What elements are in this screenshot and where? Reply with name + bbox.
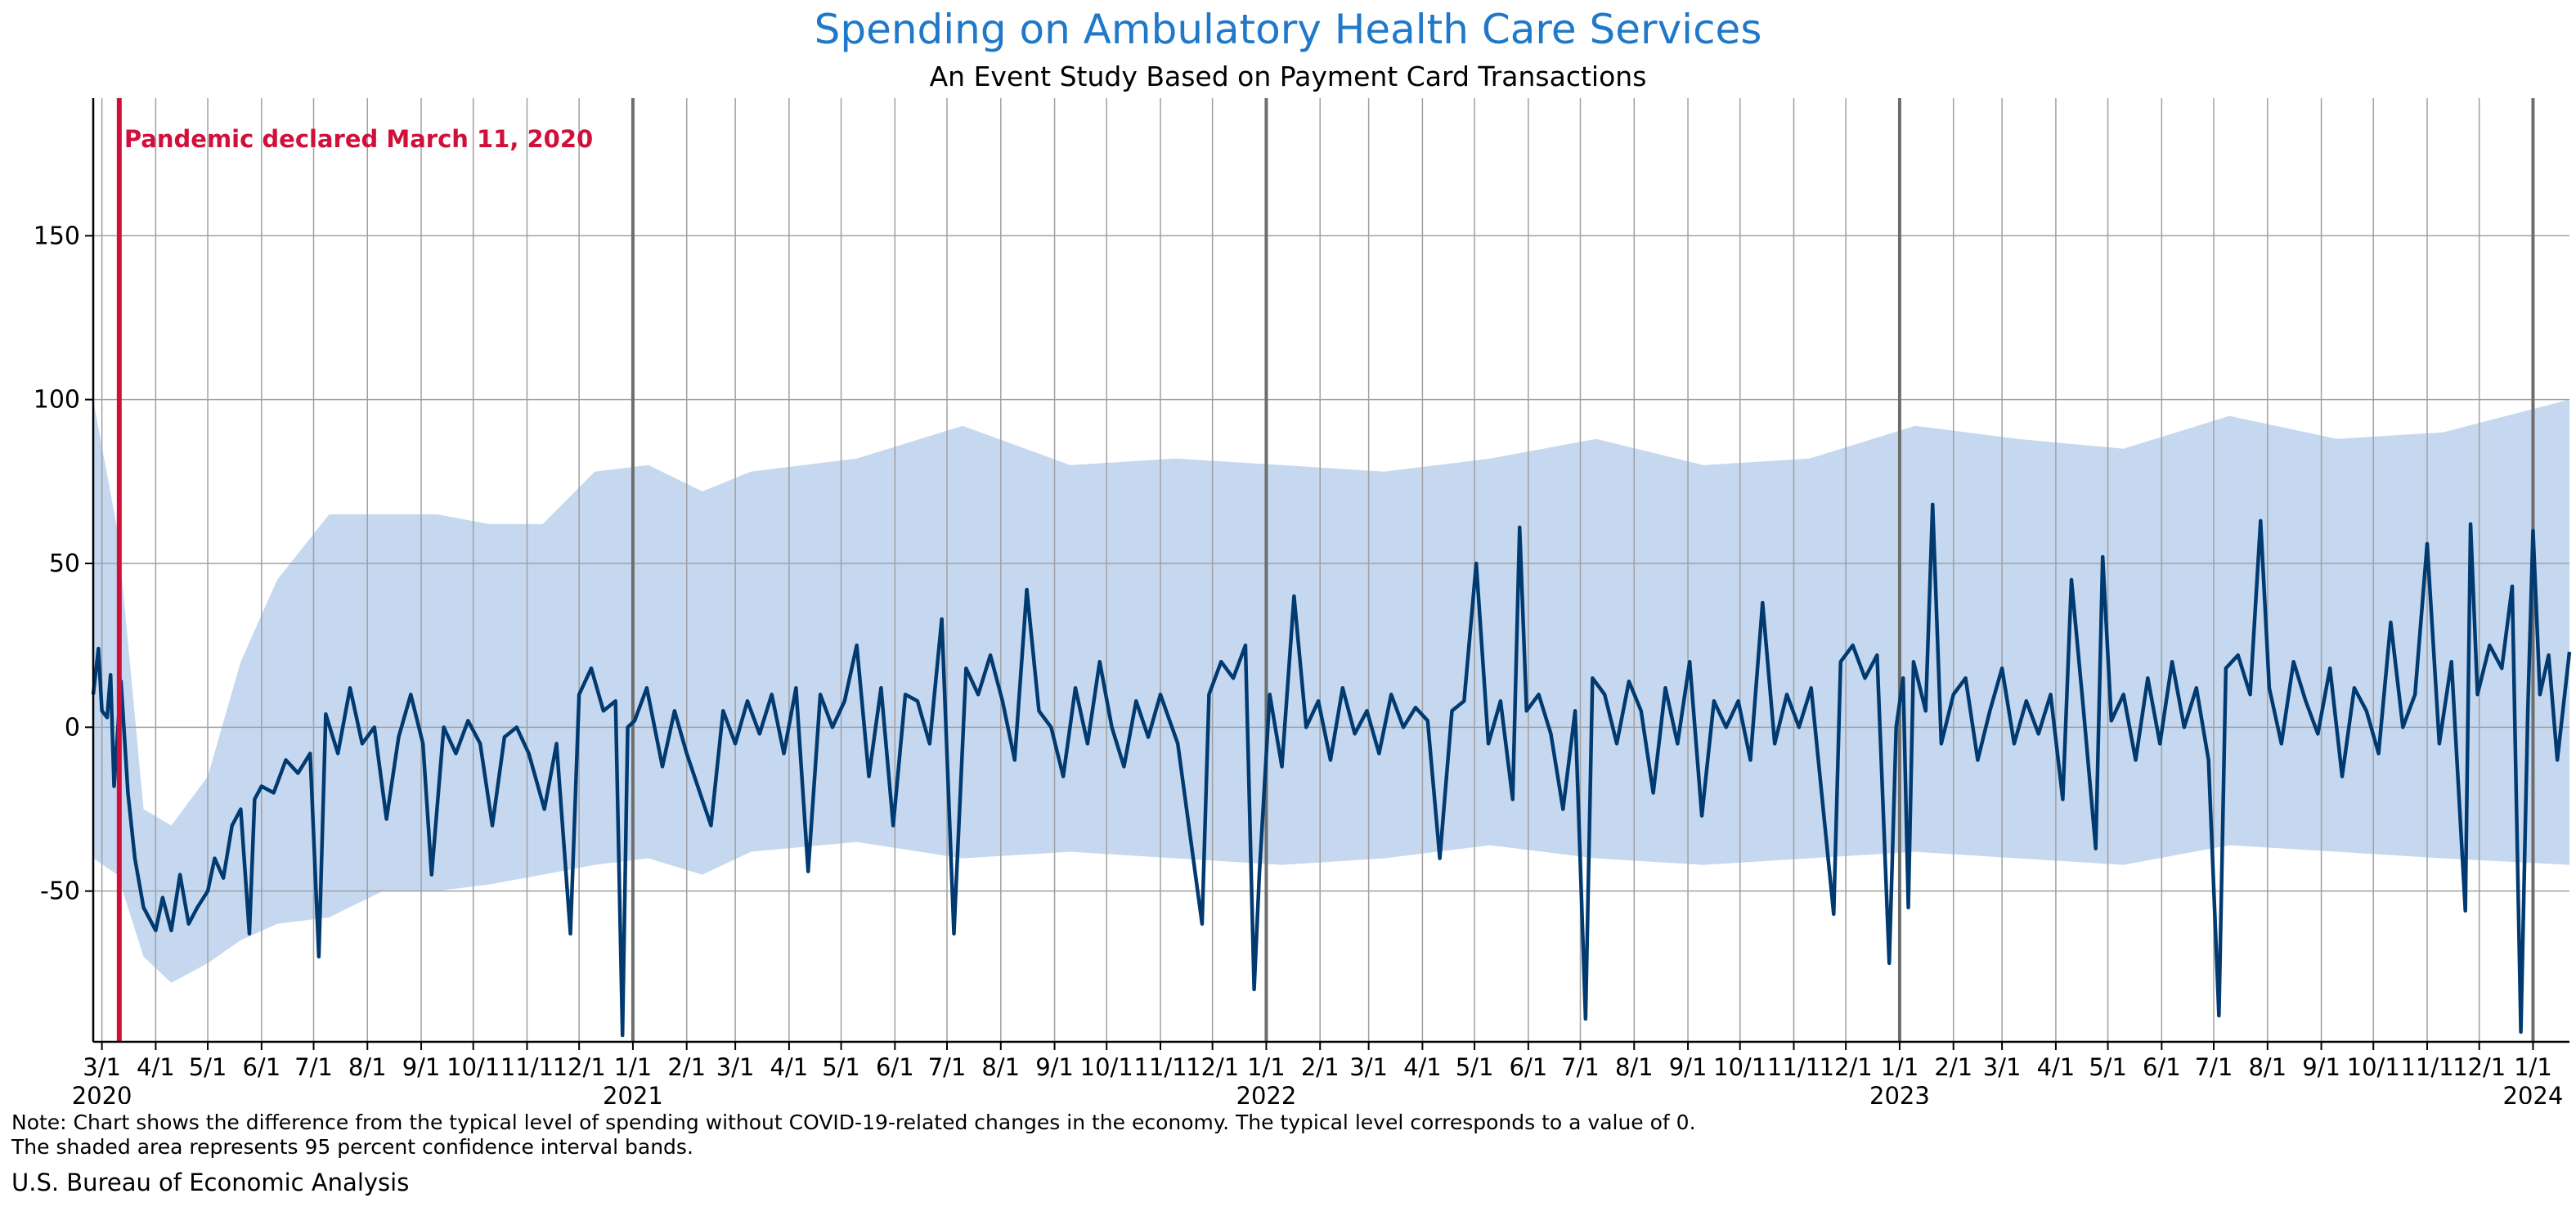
x-tick-label: 7/1 <box>928 1053 967 1081</box>
year-label: 2020 <box>72 1082 132 1104</box>
note-line-2: The shaded area represents 95 percent co… <box>11 1135 693 1159</box>
x-tick-label: 3/1 <box>83 1053 121 1081</box>
x-tick-label: 6/1 <box>2143 1053 2181 1081</box>
x-tick-label: 5/1 <box>189 1053 227 1081</box>
x-tick-label: 10/1 <box>447 1053 500 1081</box>
pandemic-annotation: Pandemic declared March 11, 2020 <box>124 125 593 153</box>
confidence-band <box>93 399 2569 983</box>
x-tick-label: 11/1 <box>1133 1053 1187 1081</box>
source-credit: U.S. Bureau of Economic Analysis <box>11 1169 410 1196</box>
x-tick-label: 12/1 <box>1186 1053 1239 1081</box>
x-tick-label: 8/1 <box>981 1053 1020 1081</box>
x-tick-label: 1/1 <box>2514 1053 2552 1081</box>
x-tick-label: 4/1 <box>2037 1053 2076 1081</box>
x-tick-label: 5/1 <box>1456 1053 1494 1081</box>
y-tick-label: 150 <box>34 222 80 250</box>
x-tick-label: 8/1 <box>2248 1053 2287 1081</box>
x-tick-label: 11/1 <box>500 1053 554 1081</box>
x-tick-label: 6/1 <box>876 1053 914 1081</box>
chart-title: Spending on Ambulatory Health Care Servi… <box>814 6 1762 53</box>
x-tick-label: 9/1 <box>402 1053 441 1081</box>
x-tick-label: 10/1 <box>1080 1053 1133 1081</box>
x-tick-label: 4/1 <box>137 1053 175 1081</box>
x-tick-label: 7/1 <box>1561 1053 1600 1081</box>
x-tick-label: 10/1 <box>1713 1053 1766 1081</box>
x-tick-label: 11/1 <box>1767 1053 1820 1081</box>
plot-area: Pandemic declared March 11, 2020 150 100 50… <box>34 98 2572 1104</box>
x-tick-label: 5/1 <box>822 1053 860 1081</box>
x-tick-label: 3/1 <box>716 1053 755 1081</box>
x-tick-label: 4/1 <box>1403 1053 1442 1081</box>
x-tick-label: 10/1 <box>2347 1053 2400 1081</box>
year-label: 2023 <box>1869 1082 1930 1104</box>
x-tick-label: 7/1 <box>294 1053 333 1081</box>
x-tick-label: 1/1 <box>1247 1053 1286 1081</box>
y-tick-label: 0 <box>65 713 80 742</box>
year-label: 2024 <box>2503 1082 2564 1104</box>
x-tick-label: 12/1 <box>2453 1053 2506 1081</box>
x-tick-label: 12/1 <box>1820 1053 1873 1081</box>
x-tick-label: 9/1 <box>1035 1053 1074 1081</box>
x-tick-label: 5/1 <box>2089 1053 2127 1081</box>
x-tick-label: 2/1 <box>667 1053 706 1081</box>
x-tick-label: 8/1 <box>348 1053 387 1081</box>
x-tick-label: 11/1 <box>2400 1053 2453 1081</box>
x-tick-label: 2/1 <box>1934 1053 1972 1081</box>
y-tick-label: -50 <box>40 877 80 906</box>
x-tick-label: 6/1 <box>1510 1053 1548 1081</box>
y-tick-label: 50 <box>49 550 80 578</box>
x-tick-label: 4/1 <box>770 1053 809 1081</box>
x-tick-label: 2/1 <box>1301 1053 1340 1081</box>
x-tick-label: 8/1 <box>1615 1053 1654 1081</box>
note-line-1: Note: Chart shows the difference from th… <box>11 1111 1696 1134</box>
x-tick-label: 9/1 <box>1669 1053 1708 1081</box>
x-tick-label: 3/1 <box>1983 1053 2022 1081</box>
chart-subtitle: An Event Study Based on Payment Card Tra… <box>929 61 1647 92</box>
estimate-line <box>91 502 2572 1038</box>
year-label: 2021 <box>603 1082 663 1104</box>
chart-note: Note: Chart shows the difference from th… <box>11 1111 1696 1160</box>
x-tick-label: 3/1 <box>1349 1053 1388 1081</box>
x-tick-label: 9/1 <box>2302 1053 2340 1081</box>
x-tick-label: 6/1 <box>242 1053 280 1081</box>
x-tick-label: 7/1 <box>2195 1053 2233 1081</box>
x-tick-label: 12/1 <box>553 1053 606 1081</box>
x-tick-label: 1/1 <box>1881 1053 1919 1081</box>
x-tick-label: 1/1 <box>614 1053 653 1081</box>
y-tick-label: 100 <box>34 386 80 415</box>
year-label: 2022 <box>1236 1082 1297 1104</box>
